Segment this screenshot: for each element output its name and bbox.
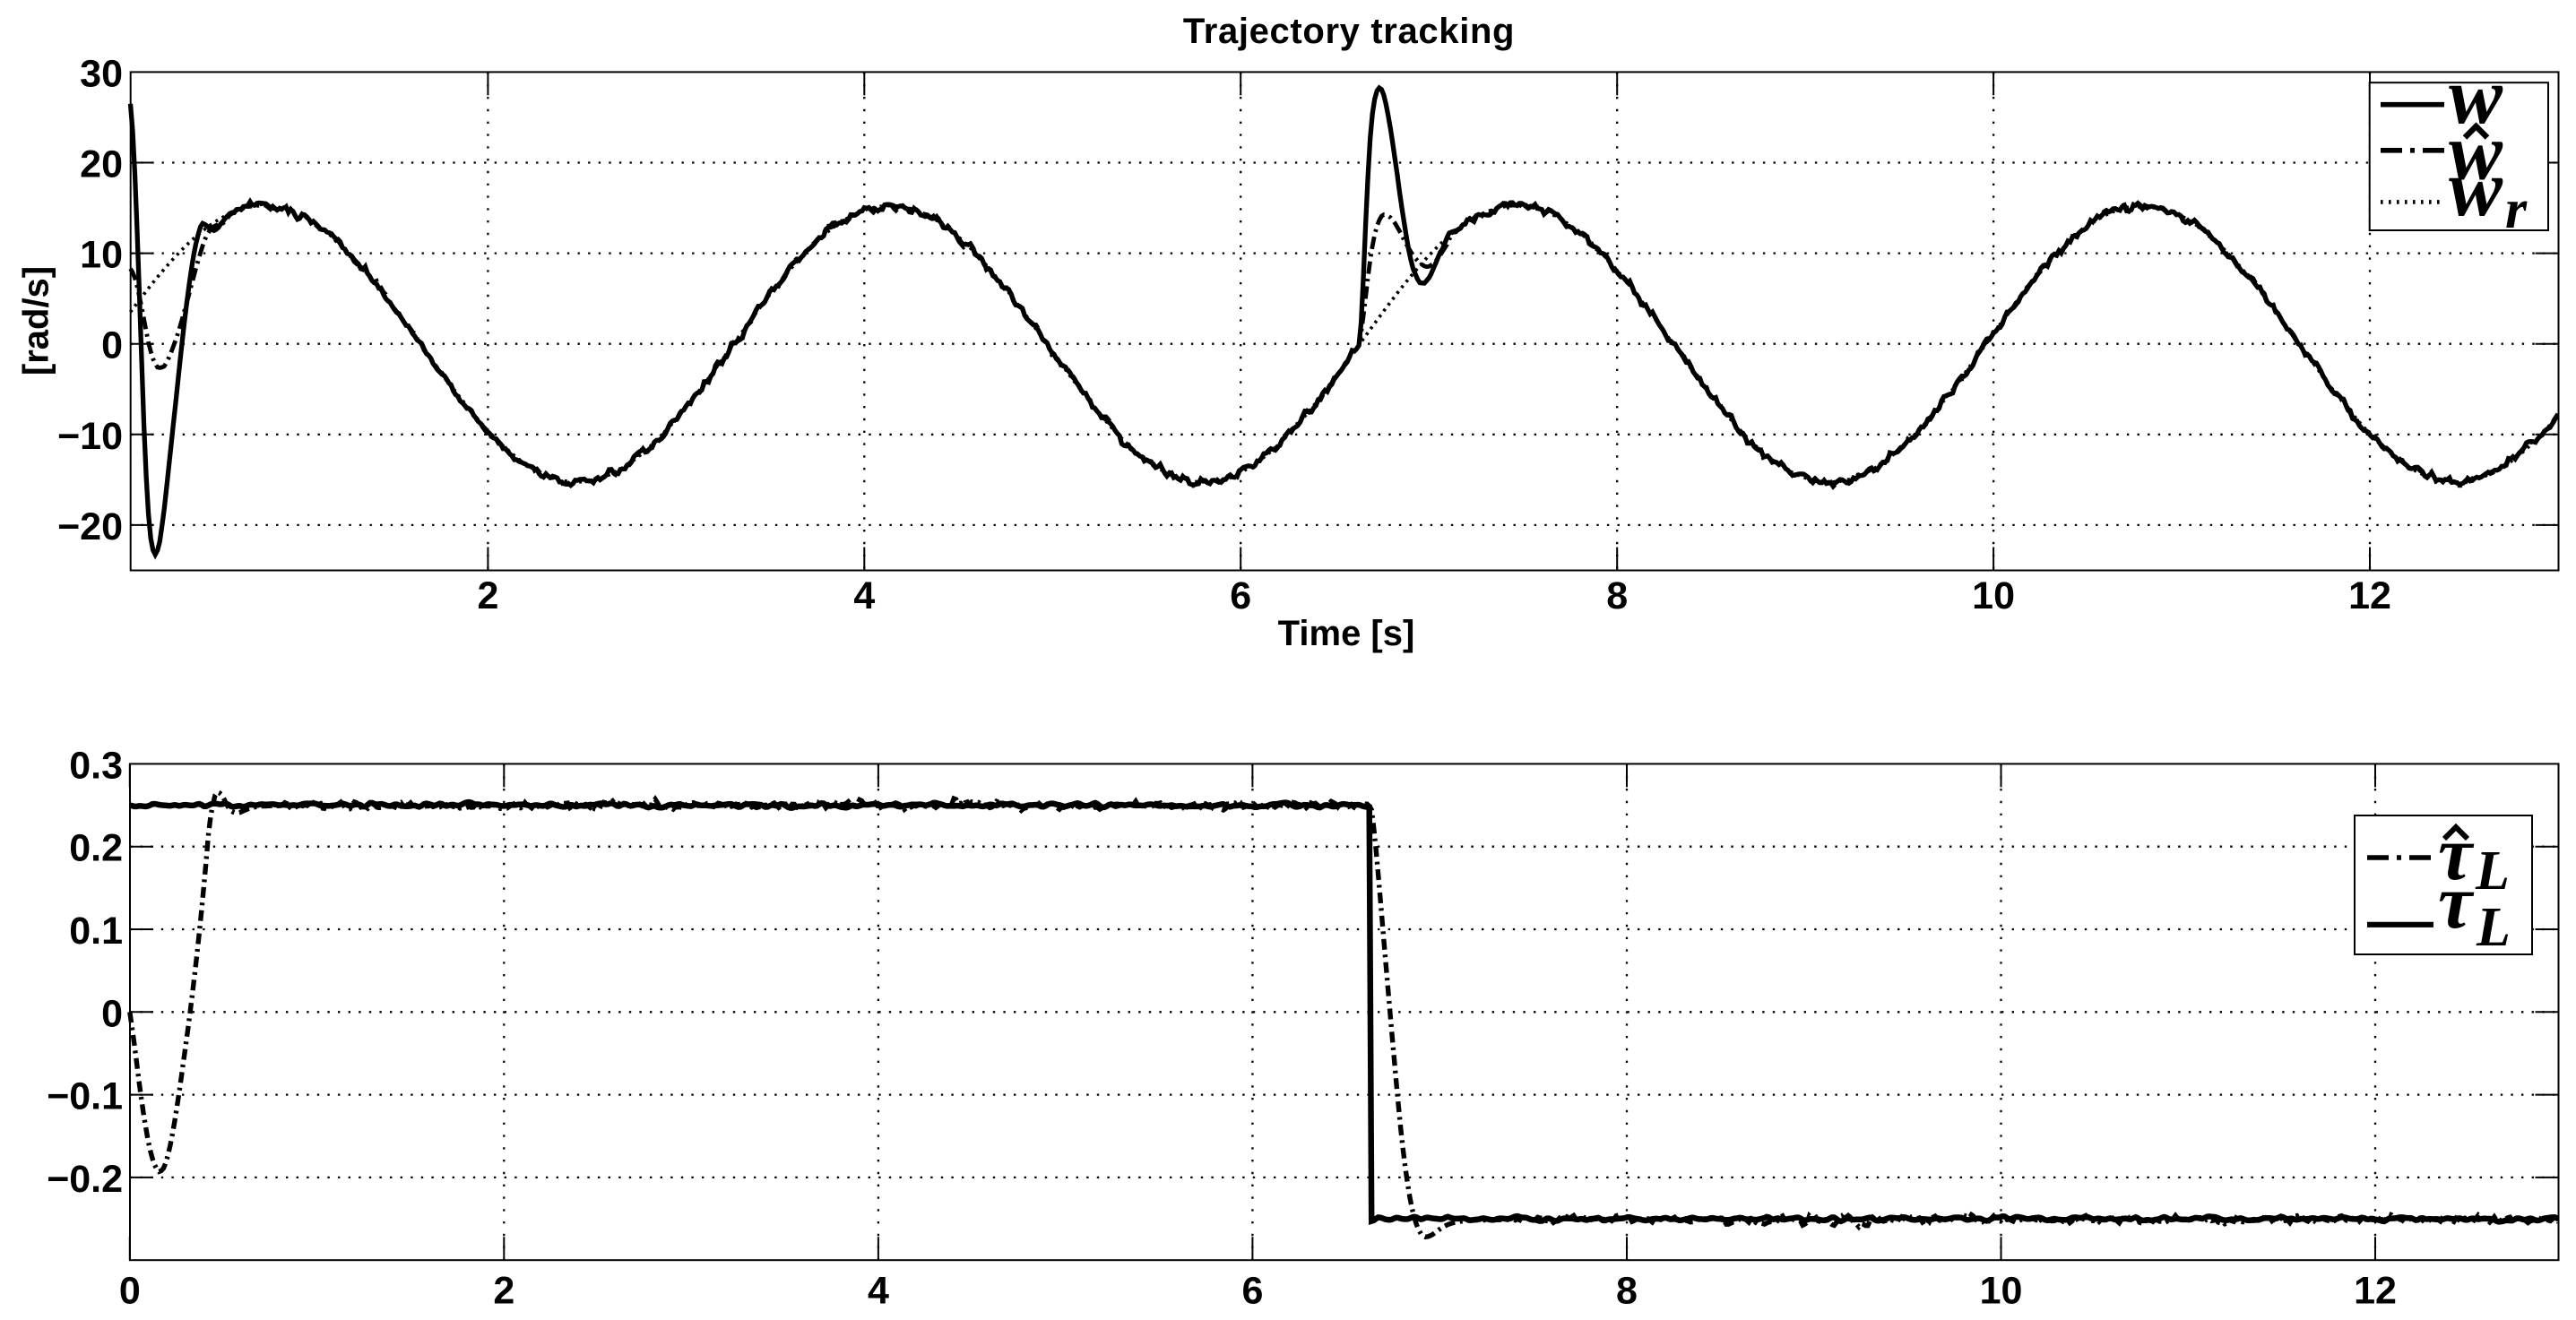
svg-text:10: 10 [80,234,123,277]
svg-text:−20: −20 [57,505,123,548]
svg-text:0: 0 [101,324,123,367]
svg-text:−10: −10 [57,415,123,458]
svg-text:−0.1: −0.1 [47,1075,123,1118]
svg-text:10: 10 [1980,1270,2023,1313]
svg-text:0: 0 [119,1270,141,1313]
svg-text:Time [s]: Time [s] [1278,614,1415,653]
svg-text:0.3: 0.3 [69,744,123,787]
svg-text:20: 20 [80,143,123,186]
svg-text:2: 2 [477,574,498,617]
svg-text:L: L [2476,897,2511,958]
svg-text:8: 8 [1606,574,1628,617]
svg-text:2: 2 [493,1270,514,1313]
svg-text:8: 8 [1616,1270,1638,1313]
svg-text:12: 12 [2348,574,2391,617]
svg-text:10: 10 [1972,574,2015,617]
svg-text:[rad/s]: [rad/s] [17,266,56,375]
svg-text:4: 4 [853,574,875,617]
svg-text:L: L [2475,841,2510,902]
svg-text:τ: τ [2438,858,2475,945]
svg-text:30: 30 [80,52,123,95]
svg-text:6: 6 [1230,574,1251,617]
svg-text:−0.2: −0.2 [47,1158,123,1201]
svg-text:w: w [2449,144,2503,233]
svg-text:0.1: 0.1 [69,910,123,953]
svg-text:0: 0 [101,992,123,1035]
svg-text:6: 6 [1241,1270,1263,1313]
svg-text:r: r [2505,179,2528,240]
svg-text:Trajectory tracking: Trajectory tracking [1183,12,1515,51]
svg-text:12: 12 [2354,1270,2397,1313]
svg-text:4: 4 [868,1270,889,1313]
svg-text:0.2: 0.2 [69,827,123,870]
